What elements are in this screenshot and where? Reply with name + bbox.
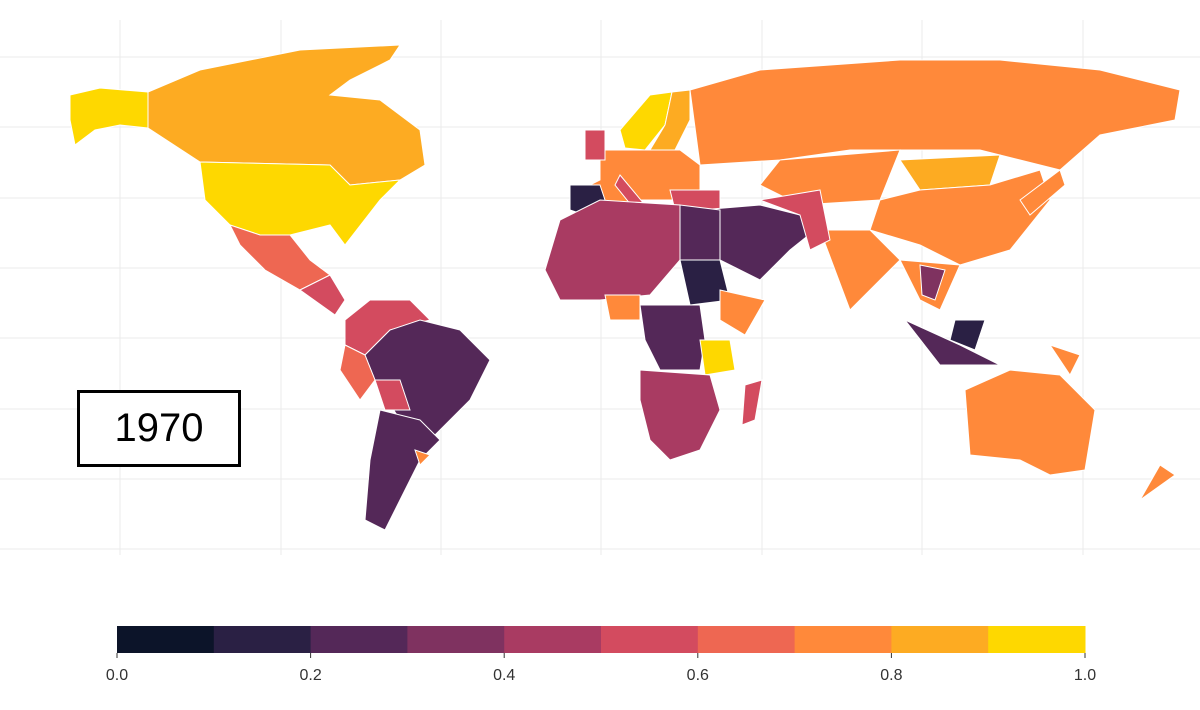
region-mongolia bbox=[899, 154, 1001, 191]
legend-color-bin bbox=[407, 626, 505, 653]
region-madagascar bbox=[741, 379, 763, 426]
legend-color-bin bbox=[213, 626, 312, 653]
legend-color-bin bbox=[310, 626, 408, 653]
region-southern-africa bbox=[639, 369, 721, 461]
legend-tick-label: 0.2 bbox=[299, 667, 321, 684]
legend-color-bin bbox=[891, 626, 989, 653]
legend-tick-label: 0.0 bbox=[106, 667, 128, 684]
region-bolivia bbox=[374, 379, 411, 411]
legend-tick-label: 0.4 bbox=[493, 667, 515, 684]
legend-tick-label: 0.8 bbox=[880, 667, 902, 684]
region-usa bbox=[199, 161, 402, 246]
region-indonesia bbox=[904, 319, 1001, 366]
region-north-africa bbox=[544, 199, 681, 301]
region-horn-of-africa bbox=[719, 289, 766, 336]
region-tanzania bbox=[699, 339, 736, 376]
region-nigeria bbox=[604, 294, 641, 321]
legend-color-bin bbox=[117, 626, 215, 653]
legend-color-bin bbox=[601, 626, 699, 653]
legend-color-bin bbox=[794, 626, 892, 653]
year-label-box: 1970 bbox=[77, 390, 241, 467]
region-china bbox=[869, 169, 1051, 266]
region-japan bbox=[1019, 169, 1066, 216]
region-india bbox=[819, 229, 901, 311]
region-central-africa bbox=[639, 304, 706, 371]
legend-color-bin bbox=[988, 626, 1086, 653]
region-new-zealand bbox=[1139, 464, 1176, 501]
legend-color-bin bbox=[504, 626, 602, 653]
region-russia bbox=[689, 59, 1181, 171]
region-uk bbox=[584, 129, 606, 161]
region-argentina-chile bbox=[364, 409, 441, 531]
region-central-asia bbox=[759, 149, 901, 206]
region-australia bbox=[964, 369, 1096, 476]
region-peru bbox=[339, 344, 376, 401]
legend-tick-label: 0.6 bbox=[687, 667, 709, 684]
region-egypt bbox=[679, 204, 721, 261]
region-central-america bbox=[299, 274, 346, 316]
legend-tick-label: 1.0 bbox=[1074, 667, 1096, 684]
legend-color-bin bbox=[697, 626, 796, 653]
region-png bbox=[1048, 344, 1081, 376]
region-indochina bbox=[919, 264, 946, 301]
region-mexico bbox=[229, 224, 331, 291]
region-finland bbox=[649, 89, 691, 151]
region-alaska bbox=[69, 87, 149, 146]
region-iran-pakistan bbox=[758, 189, 831, 251]
year-label: 1970 bbox=[114, 406, 204, 450]
region-uruguay bbox=[414, 449, 431, 466]
region-borneo bbox=[949, 319, 986, 351]
